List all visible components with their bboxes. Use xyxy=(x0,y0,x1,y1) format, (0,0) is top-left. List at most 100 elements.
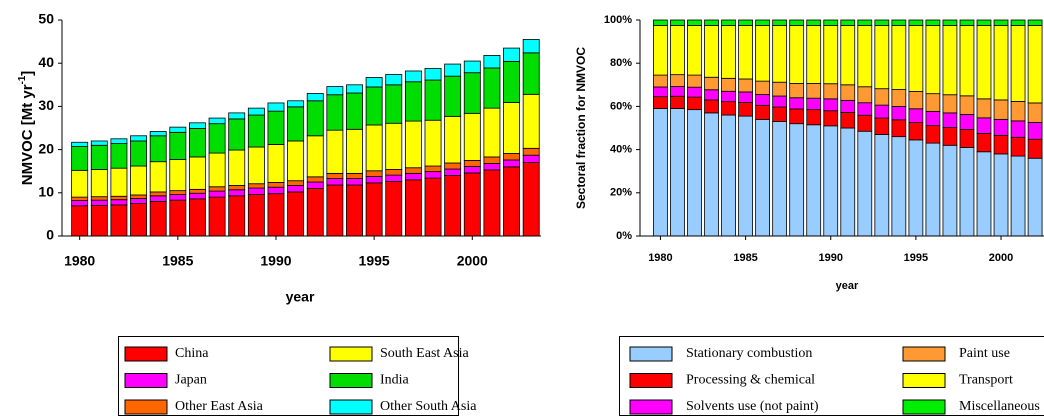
bar-segment xyxy=(908,24,924,92)
y-tick-label: 0 xyxy=(46,227,54,243)
bar-segment xyxy=(1010,24,1026,102)
legend-label: Other South Asia xyxy=(380,399,477,414)
bar-segment xyxy=(169,194,187,201)
bar-segment xyxy=(287,191,305,237)
bar-segment xyxy=(925,125,941,144)
bar-segment xyxy=(130,203,148,237)
bar-segment xyxy=(306,135,324,178)
bar-segment xyxy=(653,24,668,76)
bar-segment xyxy=(670,86,685,97)
bar-segment xyxy=(404,172,422,181)
bar-segment xyxy=(976,151,992,237)
legend-label: Processing & chemical xyxy=(686,373,815,388)
bar-segment xyxy=(522,147,540,156)
bar-segment xyxy=(130,165,148,196)
bar-segment xyxy=(840,24,856,86)
legend-label: China xyxy=(175,346,209,361)
bar-segment xyxy=(130,198,148,205)
bar-segment xyxy=(1010,101,1026,122)
bar-segment xyxy=(925,93,941,112)
bar-segment xyxy=(169,199,187,237)
bar-segment xyxy=(840,84,856,101)
bar-segment xyxy=(772,95,788,108)
bar-segment xyxy=(874,88,890,106)
bar-segment xyxy=(1027,102,1043,123)
bar-segment xyxy=(404,81,422,122)
x-tick-label: 1985 xyxy=(733,252,757,264)
bar-segment xyxy=(670,24,685,76)
bar-segment xyxy=(721,114,736,237)
bar-segment xyxy=(267,110,285,145)
legend-label: Other East Asia xyxy=(175,399,264,414)
bar-segment xyxy=(110,204,128,237)
bar-segment xyxy=(267,193,285,237)
bar-segment xyxy=(891,89,907,107)
bar-segment xyxy=(908,108,924,124)
bar-segment xyxy=(346,178,363,186)
bar-segment xyxy=(942,144,958,237)
bar-segment xyxy=(483,107,501,158)
bar-segment xyxy=(503,102,521,154)
bar-segment xyxy=(267,144,285,183)
bar-segment xyxy=(687,96,702,111)
bar-segment xyxy=(463,112,481,161)
bar-segment xyxy=(942,127,958,146)
bar-segment xyxy=(806,24,822,84)
bar-segment xyxy=(71,200,89,207)
bar-segment xyxy=(208,152,226,188)
legend-swatch xyxy=(902,373,946,388)
x-tick-label: 1990 xyxy=(818,252,842,264)
bar-segment xyxy=(189,122,206,129)
bar-segment xyxy=(90,204,108,237)
bar-segment xyxy=(463,166,481,174)
bar-segment xyxy=(444,115,462,164)
bar-segment xyxy=(959,19,975,26)
bar-segment xyxy=(1027,138,1043,159)
bar-segment xyxy=(228,149,246,186)
bar-segment xyxy=(247,107,265,116)
bar-segment xyxy=(365,170,383,177)
bar-segment xyxy=(959,95,975,115)
bar-segment xyxy=(287,140,305,182)
bar-segment xyxy=(874,104,890,119)
bar-segment xyxy=(110,195,128,201)
bar-segment xyxy=(385,74,403,86)
bar-segment xyxy=(483,163,501,171)
bar-segment xyxy=(326,178,344,186)
x-tick-label: 2000 xyxy=(989,252,1013,264)
bar-segment xyxy=(772,106,788,122)
bar-segment xyxy=(306,93,324,102)
bar-segment xyxy=(755,104,770,120)
bar-segment xyxy=(891,136,907,237)
legend-swatch xyxy=(902,399,946,415)
y-tick-label: 20 xyxy=(38,140,54,156)
legend-swatch xyxy=(329,346,373,362)
bar-segment xyxy=(908,122,924,141)
y-tick-label: 0% xyxy=(616,230,632,242)
bar-segment xyxy=(522,39,540,54)
bar-segment xyxy=(874,134,890,237)
legend-swatch xyxy=(629,373,673,388)
bar-segment xyxy=(306,100,324,137)
bar-segment xyxy=(169,131,187,160)
bar-segment xyxy=(483,67,501,109)
bar-segment xyxy=(789,19,805,26)
bar-segment xyxy=(287,106,305,142)
bar-segment xyxy=(874,24,890,90)
bar-segment xyxy=(908,19,924,26)
legend-swatch xyxy=(902,346,946,362)
bar-segment xyxy=(385,84,403,124)
bar-segment xyxy=(149,195,167,202)
legend-label: Paint use xyxy=(959,346,1010,361)
bar-segment xyxy=(806,19,822,26)
legend-swatch xyxy=(124,346,168,362)
bar-segment xyxy=(993,19,1009,26)
y-tick-label: 20% xyxy=(610,187,632,199)
bar-segment xyxy=(704,89,719,101)
bar-segment xyxy=(976,98,992,119)
y-axis-title: NMVOC [Mt yr-1] xyxy=(17,71,36,186)
bar-segment xyxy=(925,24,941,95)
bar-segment xyxy=(857,114,873,132)
